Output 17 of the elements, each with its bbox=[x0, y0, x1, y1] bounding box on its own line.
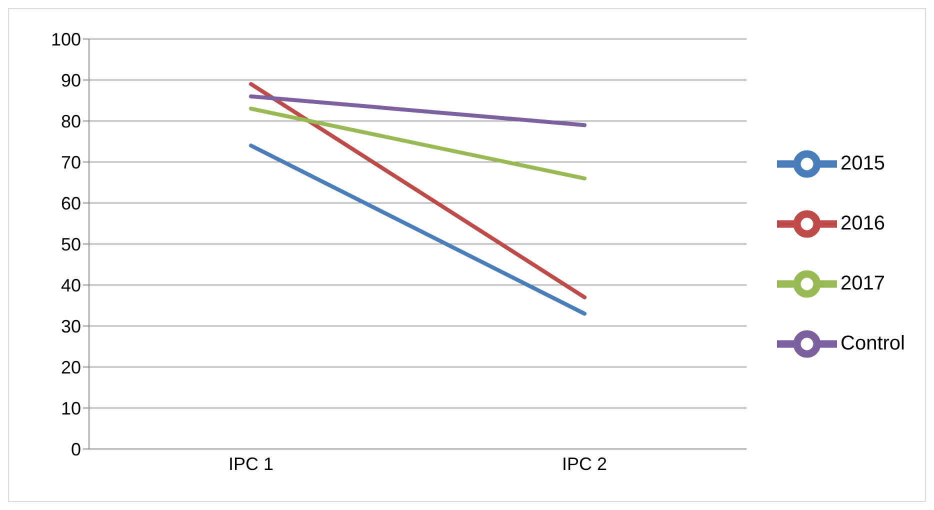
y-tick-label: 70 bbox=[60, 152, 81, 172]
y-tick-label: 10 bbox=[60, 398, 81, 418]
x-tick-label: IPC 2 bbox=[562, 454, 608, 474]
legend-label: 2016 bbox=[840, 212, 886, 234]
y-tick-label: 20 bbox=[60, 357, 81, 378]
y-tick-label: 30 bbox=[60, 316, 81, 336]
legend-label: 2017 bbox=[840, 272, 886, 294]
y-tick-label: 80 bbox=[60, 111, 81, 132]
y-tick-label: 90 bbox=[60, 70, 81, 90]
x-tick-label: IPC 1 bbox=[228, 454, 274, 474]
y-tick-label: 40 bbox=[60, 275, 81, 296]
legend-label: Control bbox=[840, 332, 905, 354]
y-tick-label: 0 bbox=[70, 439, 81, 460]
y-tick-label: 100 bbox=[50, 29, 81, 50]
y-tick-label: 50 bbox=[60, 234, 81, 254]
y-tick-label: 60 bbox=[60, 193, 81, 214]
legend-label: 2015 bbox=[840, 152, 886, 174]
